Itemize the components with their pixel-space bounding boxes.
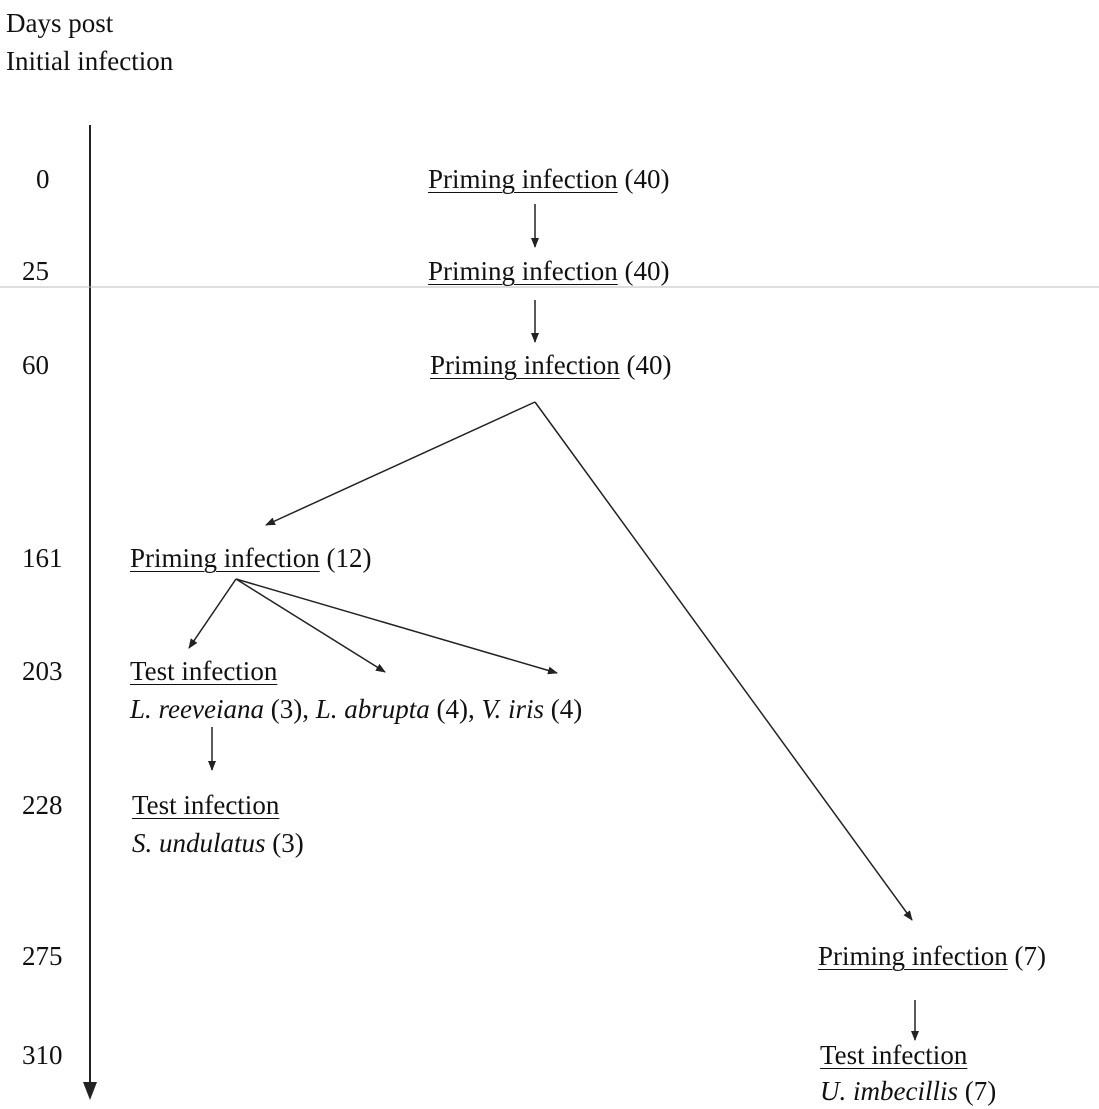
day-label-161: 161 bbox=[22, 543, 63, 573]
node-label: Test infection bbox=[820, 1040, 968, 1070]
node-count: (40) bbox=[624, 256, 670, 286]
node-priming-day275: Priming infection (7) bbox=[818, 943, 1046, 970]
node-label: Test infection bbox=[130, 656, 278, 686]
node-test-day203: Test infection bbox=[130, 658, 277, 685]
day-label-0: 0 bbox=[36, 164, 50, 194]
species-separator: , bbox=[467, 694, 482, 724]
day-label-310: 310 bbox=[22, 1040, 63, 1070]
arrow-60-to-161 bbox=[265, 401, 536, 526]
species-name: V. iris bbox=[481, 694, 544, 724]
time-axis-arrowhead bbox=[83, 1082, 97, 1100]
node-label: Priming infection bbox=[428, 164, 618, 194]
node-label: Priming infection bbox=[430, 350, 620, 380]
node-label: Priming infection bbox=[428, 256, 618, 286]
axis-title-line1: Days post bbox=[6, 8, 114, 38]
species-count: (7) bbox=[964, 1076, 997, 1106]
node-priming-day161: Priming infection (12) bbox=[130, 545, 371, 572]
species-name: U. imbecillis bbox=[820, 1076, 958, 1106]
node-count: (40) bbox=[624, 164, 670, 194]
day-label-228: 228 bbox=[22, 790, 63, 820]
node-label: Test infection bbox=[132, 790, 280, 820]
species-name: L. reeveiana bbox=[130, 694, 264, 724]
species-count: (4) bbox=[436, 694, 468, 724]
species-name: L. abrupta bbox=[315, 694, 430, 724]
day-label-60: 60 bbox=[22, 350, 49, 380]
species-name: S. undulatus bbox=[132, 828, 266, 858]
node-count: (40) bbox=[626, 350, 672, 380]
species-line-day228: S. undulatus (3) bbox=[132, 830, 304, 857]
arrow-161-to-iris bbox=[235, 578, 558, 675]
arrow-161-to-reeveiana bbox=[188, 578, 237, 649]
arrow-161-to-abrupta bbox=[235, 578, 386, 673]
day-label-203: 203 bbox=[22, 656, 63, 686]
node-priming-day0: Priming infection (40) bbox=[428, 166, 669, 193]
node-test-day310: Test infection bbox=[820, 1042, 967, 1069]
species-line-day203: L. reeveiana (3), L. abrupta (4), V. iri… bbox=[130, 696, 582, 723]
node-priming-day25: Priming infection (40) bbox=[428, 258, 669, 285]
node-priming-day60: Priming infection (40) bbox=[430, 352, 671, 379]
species-line-day310: U. imbecillis (7) bbox=[820, 1078, 996, 1105]
day-label-25: 25 bbox=[22, 256, 49, 286]
node-test-day228: Test infection bbox=[132, 792, 279, 819]
node-count: (7) bbox=[1014, 941, 1046, 971]
species-count: (4) bbox=[550, 694, 583, 724]
day-label-275: 275 bbox=[22, 941, 63, 971]
node-count: (12) bbox=[326, 543, 372, 573]
species-count: (3) bbox=[272, 828, 304, 858]
arrow-60-to-275 bbox=[534, 401, 913, 921]
node-label: Priming infection bbox=[818, 941, 1008, 971]
species-separator: , bbox=[302, 694, 316, 724]
axis-title-line2: Initial infection bbox=[6, 46, 174, 76]
species-count: (3) bbox=[270, 694, 303, 724]
node-label: Priming infection bbox=[130, 543, 320, 573]
